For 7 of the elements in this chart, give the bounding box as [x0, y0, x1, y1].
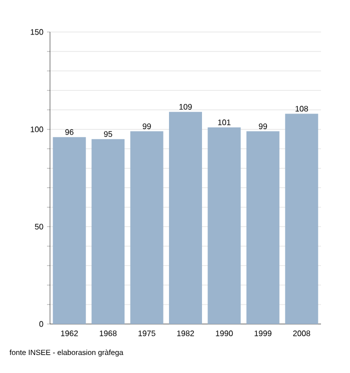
bar: [92, 139, 125, 324]
bar: [285, 114, 318, 324]
bar: [52, 137, 86, 324]
bar: [208, 127, 241, 324]
bar: [246, 131, 280, 324]
bar: [168, 112, 202, 324]
bar: [130, 131, 164, 324]
